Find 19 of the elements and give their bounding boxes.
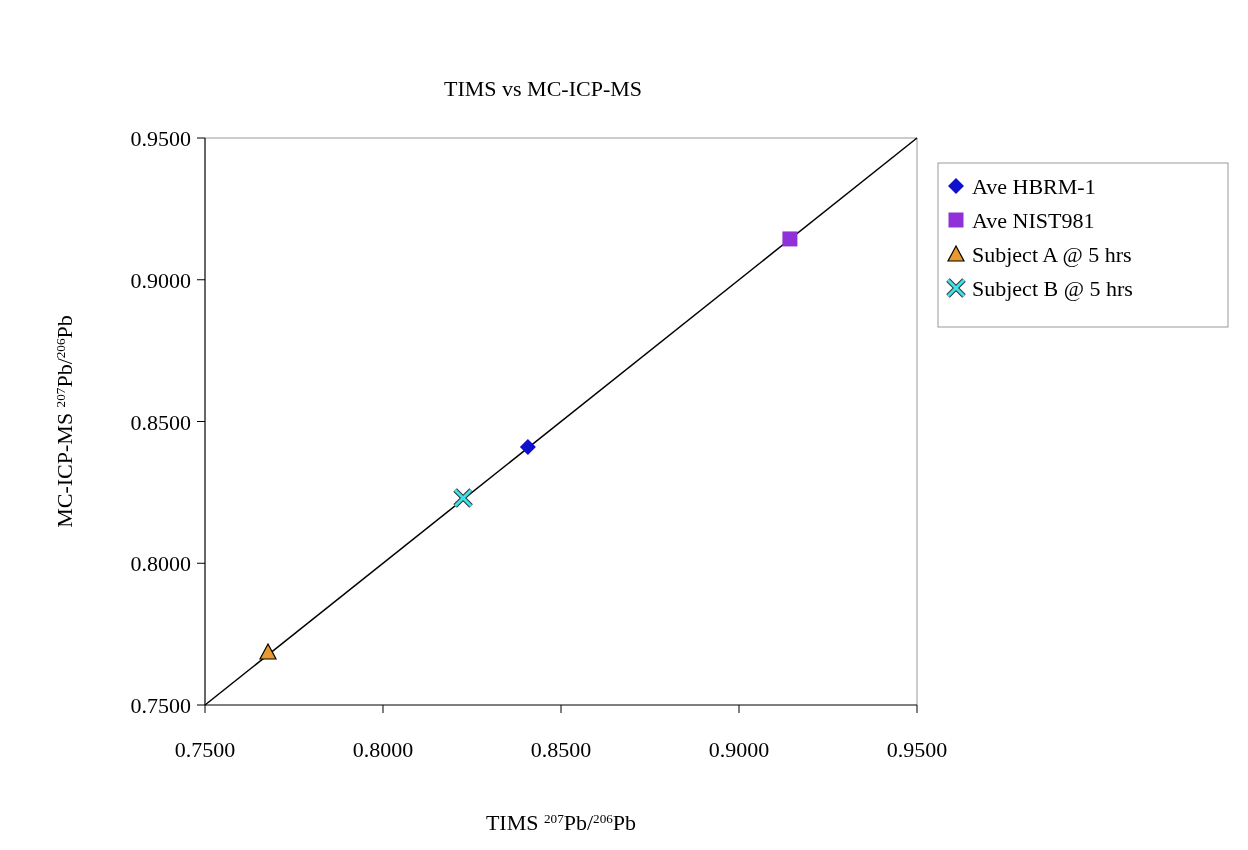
x-axis-title: TIMS $^{207}$Pb/$^{206}$Pb [485, 810, 637, 835]
point [519, 439, 536, 456]
legend-label: Ave NIST981 [972, 208, 1095, 233]
x-tick-label: 0.7500 [174, 737, 236, 762]
y-tick-label: 0.9500 [130, 126, 191, 151]
legend-label: Subject A @ 5 hrs [972, 242, 1132, 267]
chart-title: TIMS vs MC-ICP-MS [443, 76, 643, 101]
y-tick-label: 0.8000 [130, 551, 191, 577]
x-tick-label: 0.9000 [708, 737, 770, 762]
legend-label: Subject B @ 5 hrs [972, 276, 1133, 301]
point [782, 231, 798, 247]
x-tick-label: 0.8500 [530, 737, 592, 762]
x-tick-label: 0.9500 [886, 737, 948, 762]
y-tick-label: 0.8500 [130, 409, 191, 435]
point [259, 643, 277, 660]
x-tick-label: 0.8000 [352, 737, 414, 762]
legend-label: Ave HBRM-1 [972, 174, 1096, 199]
y-tick-label: 0.7500 [130, 693, 191, 718]
y-tick-label: 0.9000 [130, 267, 191, 293]
